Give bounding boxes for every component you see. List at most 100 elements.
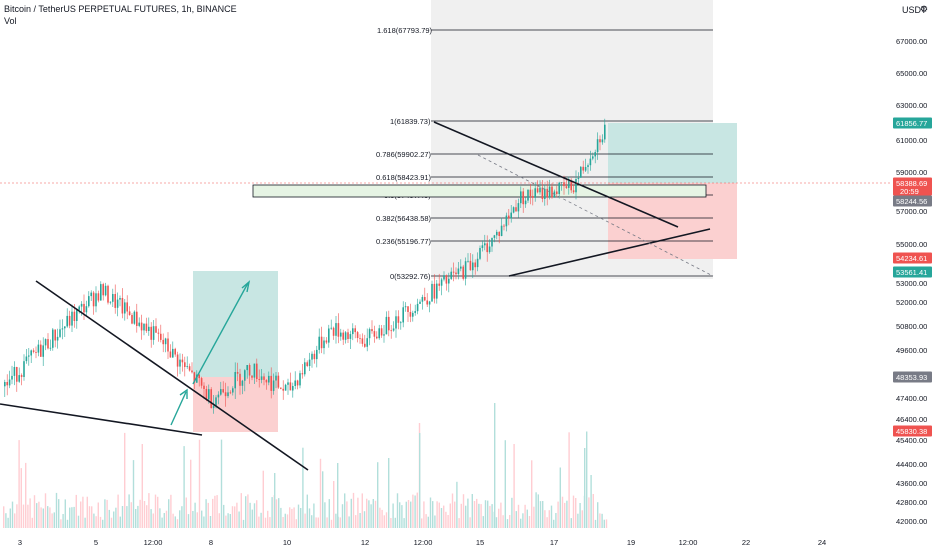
candle [570,181,572,191]
volume-bar [141,444,143,528]
volume-bar [38,501,40,528]
volume-bar [220,439,223,528]
volume-bar [533,506,535,528]
price-tick-label: 43600.00 [896,479,927,488]
volume-bar [346,501,348,528]
volume-bar [130,502,132,528]
candle [604,124,606,140]
candle [421,297,424,302]
volume-bar [544,510,546,528]
volume-bar [203,516,205,528]
badge-58244-text: 58244.56 [896,197,927,206]
volume-bar [581,510,583,528]
candle [227,392,229,397]
volume-bar [95,516,97,528]
candle [179,359,181,367]
volume-bar [405,501,407,528]
volume-bar [579,503,581,528]
volume-bar [451,493,454,528]
volume-bar [440,508,443,528]
candle [121,298,124,314]
candle [42,345,44,357]
time-tick-label: 12:00 [679,538,698,547]
volume-bar [319,458,322,528]
badge-58388 [893,177,932,196]
volume-bar [542,501,544,528]
volume-bar [86,496,88,528]
candle [282,388,284,391]
volume-bar [212,498,214,528]
volume-bar [245,496,247,528]
candle [203,385,205,389]
volume-bar [192,511,194,528]
volume-bar [108,509,110,528]
candle [515,207,517,212]
candle [426,300,428,305]
volume-bar [135,509,137,528]
candle [318,336,320,350]
volume-bar [260,512,262,528]
candle [366,338,368,347]
volume-bar [315,517,317,528]
volume-bar [240,493,242,528]
candle [491,237,493,247]
volume-bar [528,516,531,528]
volume-bar [396,493,399,528]
volume-bar [374,500,377,528]
candle [522,191,524,205]
candle [445,275,448,284]
volume-bar [484,500,487,528]
candle [16,367,18,382]
price-tick-label: 47400.00 [896,394,927,403]
candle [356,332,359,338]
candle [20,375,23,377]
volume-bar [291,508,293,528]
volume-bar [341,504,344,528]
price-tick-label: 65000.00 [896,69,927,78]
candle [107,285,109,303]
candle [392,328,395,331]
volume-bar [498,508,500,528]
volume-bar [251,509,253,528]
candle [292,386,294,391]
candle [145,323,148,331]
volume-bar [467,498,469,528]
volume-bar [575,498,577,528]
volume-bar [295,519,297,528]
badge-54234-text: 54234.61 [896,254,927,263]
candle [229,392,232,394]
volume-bar [64,499,66,528]
candle [486,243,488,253]
candle [436,283,438,299]
volume-bar [482,516,484,528]
volume-bar [458,518,460,528]
candle [116,299,119,308]
candle [484,243,486,246]
volume-bar [311,515,313,528]
candle [148,326,150,331]
price-tick-label: 59000.00 [896,168,927,177]
candle [493,235,496,238]
candle [37,344,40,353]
candle [313,353,316,360]
price-tick-label: 61000.00 [896,136,927,145]
gear-icon[interactable]: ⚙ [920,4,929,14]
candle [529,189,532,197]
candle [23,361,25,377]
candle [517,203,520,212]
candle [546,188,548,198]
candle [481,245,484,248]
volume-indicator-label[interactable]: Vol [4,16,17,26]
time-tick-label: 12:00 [414,538,433,547]
volume-bar [350,498,352,528]
volume-bar [25,462,27,528]
volume-bar [58,499,60,528]
candle [248,365,251,376]
candle [438,283,440,286]
volume-bar [601,513,603,528]
candle [452,271,455,273]
candle [25,356,28,362]
candle [400,322,402,324]
